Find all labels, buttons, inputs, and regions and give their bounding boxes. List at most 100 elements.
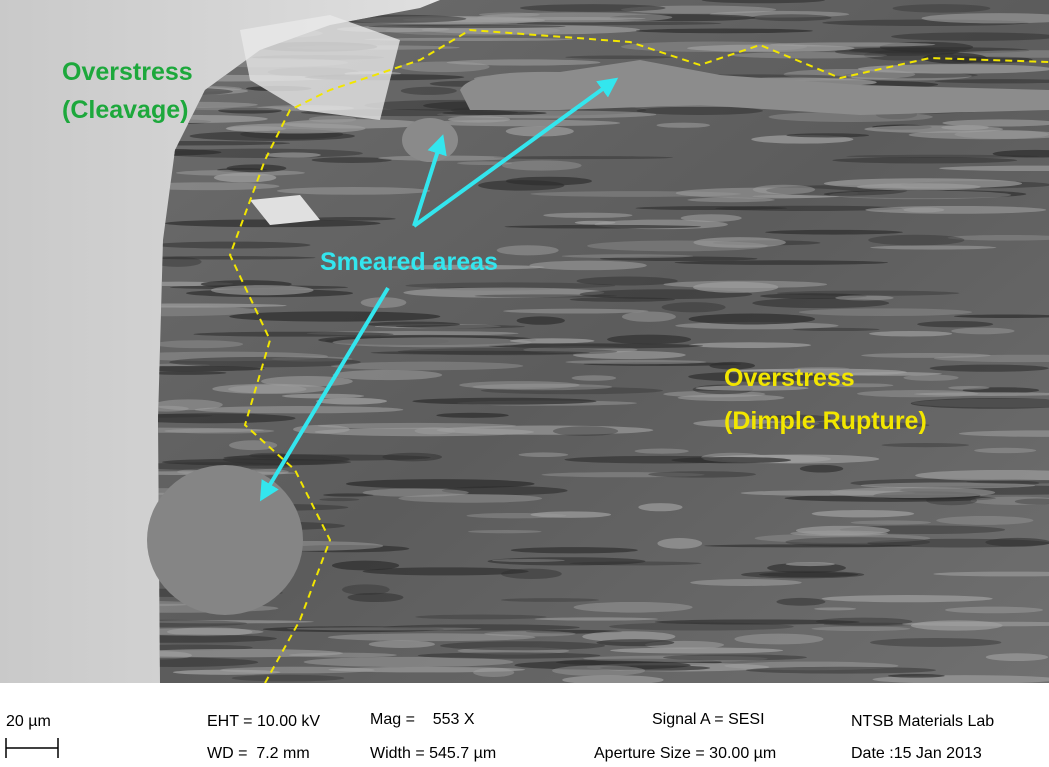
texture-streak [277,187,430,195]
texture-streak [917,321,993,327]
texture-streak [832,157,1017,163]
texture-streak [622,311,676,321]
texture-streak [332,337,531,347]
smeared-area [147,465,303,615]
sem-screenshot: Overstress (Cleavage) Smeared areas Over… [0,0,1049,767]
info-text: Aperture Size = 30.00 µm [594,745,776,762]
texture-streak [734,634,823,645]
texture-streak [870,245,996,249]
texture-streak [687,198,774,203]
texture-streak [543,213,632,218]
texture-streak [657,123,711,128]
texture-streak [945,607,1043,614]
texture-streak [342,584,390,595]
texture-streak [870,638,1001,647]
texture-streak [678,394,785,401]
texture-streak [466,513,566,518]
texture-streak [468,530,542,533]
annotation: (Cleavage) [62,96,188,124]
texture-streak [484,631,575,636]
texture-streak [663,281,827,288]
texture-streak [842,372,941,376]
texture-streak [562,254,693,258]
texture-streak [565,55,672,59]
texture-streak [552,665,645,676]
texture-streak [893,4,991,12]
texture-streak [858,64,1049,74]
texture-streak [851,520,932,524]
info-text: WD = 7.2 mm [207,745,310,762]
texture-streak [610,647,783,653]
texture-streak [211,285,314,295]
annotation: Smeared areas [320,248,498,276]
texture-streak [529,261,646,271]
texture-streak [332,370,442,380]
texture-streak [951,328,1014,335]
texture-streak [793,328,880,331]
texture-streak [657,538,702,549]
texture-streak [154,340,243,348]
texture-streak [477,12,672,22]
texture-streak [574,602,693,613]
texture-streak [173,670,281,675]
info-text: Mag = 553 X [370,711,475,728]
texture-streak [799,308,972,316]
texture-streak [636,206,788,210]
texture-streak [520,4,666,12]
texture-streak [440,641,605,650]
texture-streak [332,561,399,571]
texture-streak [309,116,357,123]
texture-streak [671,457,791,463]
texture-streak [746,667,936,674]
texture-streak [846,155,1039,158]
texture-streak [751,14,831,21]
texture-streak [506,177,592,186]
texture-streak [382,453,442,462]
texture-streak [502,160,582,170]
texture-streak [497,245,559,255]
texture-streak [596,639,674,646]
texture-streak [690,579,802,586]
texture-streak [369,640,435,648]
texture-streak [776,598,825,606]
info-text: Date :15 Jan 2013 [851,745,982,762]
texture-streak [765,230,903,235]
texture-streak [663,654,807,660]
texture-streak [587,240,768,251]
texture-streak [888,674,945,678]
texture-streak [503,309,648,314]
texture-streak [800,465,844,473]
texture-streak [328,667,525,673]
texture-streak [786,562,835,566]
info-text: Width = 545.7 µm [370,745,496,762]
texture-streak [814,607,856,610]
texture-streak [565,360,706,364]
texture-streak [501,598,599,602]
scale-label: 20 µm [6,713,51,730]
texture-streak [609,623,794,631]
texture-streak [368,25,565,28]
texture-streak [830,487,995,498]
texture-streak [447,59,601,65]
texture-streak [577,277,678,286]
texture-streak [401,87,457,95]
texture-streak [227,164,287,172]
texture-streak [398,494,542,503]
texture-streak [316,398,387,405]
info-text: NTSB Materials Lab [851,713,994,730]
texture-streak [812,510,915,517]
smeared-area [402,118,458,162]
texture-streak [864,125,1003,132]
texture-streak [261,376,353,387]
texture-streak [232,675,345,682]
texture-streak [287,627,482,630]
texture-streak [415,615,546,620]
texture-streak [948,386,990,390]
texture-streak [662,302,726,312]
texture-streak [319,498,359,501]
texture-streak [494,156,673,159]
texture-streak [675,260,888,265]
texture-streak [164,428,274,433]
texture-streak [505,225,701,229]
texture-streak [517,316,565,324]
